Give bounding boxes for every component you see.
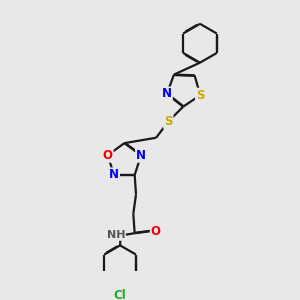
Text: S: S [196,89,205,102]
Text: N: N [162,88,172,100]
Text: O: O [103,149,113,162]
Text: O: O [151,225,161,238]
Text: Cl: Cl [114,289,127,300]
Text: N: N [109,168,119,182]
Text: S: S [164,115,172,128]
Text: NH: NH [106,230,125,240]
Text: N: N [136,149,146,162]
